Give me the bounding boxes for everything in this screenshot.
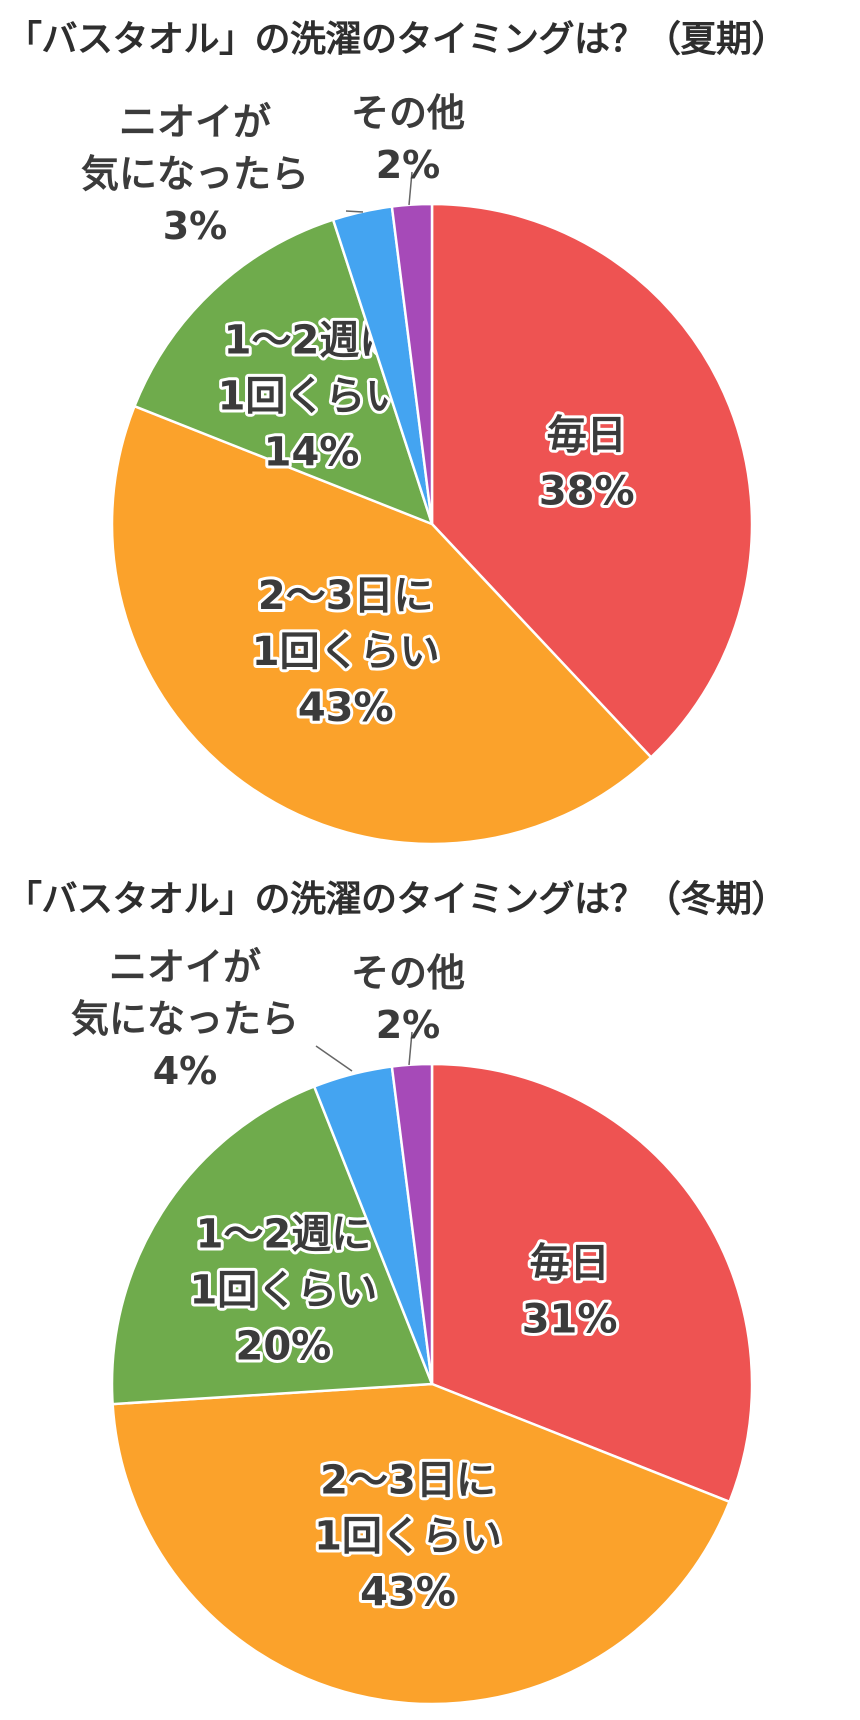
chart-title-winter: 「バスタオル」の洗濯のタイミングは？（冬期）	[6, 879, 788, 920]
slice-label-winter-0-0: 毎日	[530, 1241, 610, 1287]
slice-label-winter-1-0: 2〜3日に	[320, 1458, 496, 1504]
slice-label-winter-2-1: 1回くらい	[189, 1268, 377, 1314]
slice-value-winter-2: 20%	[236, 1324, 332, 1370]
pie-chart-winter: 毎日 31% 2〜3日に 1回くらい 43% 1〜2週に 1回くらい 20% ニオイが気になった…	[0, 860, 860, 1720]
slice-label-winter-4-0: その他	[351, 951, 465, 995]
slice-value-summer-0: 38%	[539, 469, 635, 515]
slice-label-summer-2-1: 1回くらい	[218, 374, 406, 420]
slice-label-winter-1-1: 1回くらい	[314, 1514, 502, 1560]
leader-line-summer-4	[408, 171, 413, 206]
pie-slice-winter-4	[390, 1062, 434, 1385]
leader-line-winter-4	[408, 1031, 413, 1066]
slice-label-summer-4-0: その他	[351, 91, 465, 135]
slice-value-summer-1: 43%	[298, 685, 394, 731]
slice-label-summer-3-0: ニオイが	[119, 100, 271, 144]
leader-line-summer-3	[345, 210, 364, 213]
slice-label-summer-3-1: 気になったら	[81, 152, 309, 196]
pie-chart-summer: 毎日 38% 2〜3日に 1回くらい 43% 1〜2週に 1回くらい 14% ニオイが 気になった…	[6, 19, 788, 846]
leader-line-winter-3	[315, 1045, 353, 1072]
slice-value-summer-4: 2%	[376, 143, 441, 187]
slice-value-winter-3: 4%	[153, 1049, 218, 1093]
pie-slice-winter-0	[430, 1062, 754, 1504]
slice-label-summer-1-0: 2〜3日に	[258, 573, 434, 619]
pie-slice-summer-1	[110, 404, 653, 846]
pie-slice-winter-1	[111, 1382, 732, 1706]
slice-value-summer-2: 14%	[264, 430, 360, 476]
slice-value-summer-3: 3%	[163, 204, 228, 248]
slice-label-summer-1-1: 1回くらい	[252, 629, 440, 675]
slice-label-winter-3-1: 気になったら	[71, 997, 299, 1041]
pie-chart-winter-svg: 毎日 31% 2〜3日に 1回くらい 43% 1〜2週に 1回くらい 20% ニオイが気になった…	[71, 945, 754, 1706]
slice-label-winter-3-0: ニオイが	[109, 945, 261, 989]
slice-value-winter-1: 43%	[360, 1570, 456, 1616]
chart-title-summer: 「バスタオル」の洗濯のタイミングは？（夏期）	[6, 19, 788, 60]
slice-label-winter-2-0: 1〜2週に	[196, 1212, 372, 1258]
pie-chart-summer-svg: 毎日38%2〜3日に1回くらい43%1〜2週に1回くらい14%ニオイが気になった…	[81, 91, 754, 846]
pie-slice-summer-4	[390, 202, 434, 525]
slice-value-winter-0: 31%	[522, 1297, 618, 1343]
pie-slice-winter-2	[110, 1084, 434, 1406]
slice-label-summer-0-0: 毎日	[547, 413, 627, 459]
slice-value-winter-4: 2%	[376, 1003, 441, 1047]
pie-slice-summer-0	[430, 202, 754, 760]
